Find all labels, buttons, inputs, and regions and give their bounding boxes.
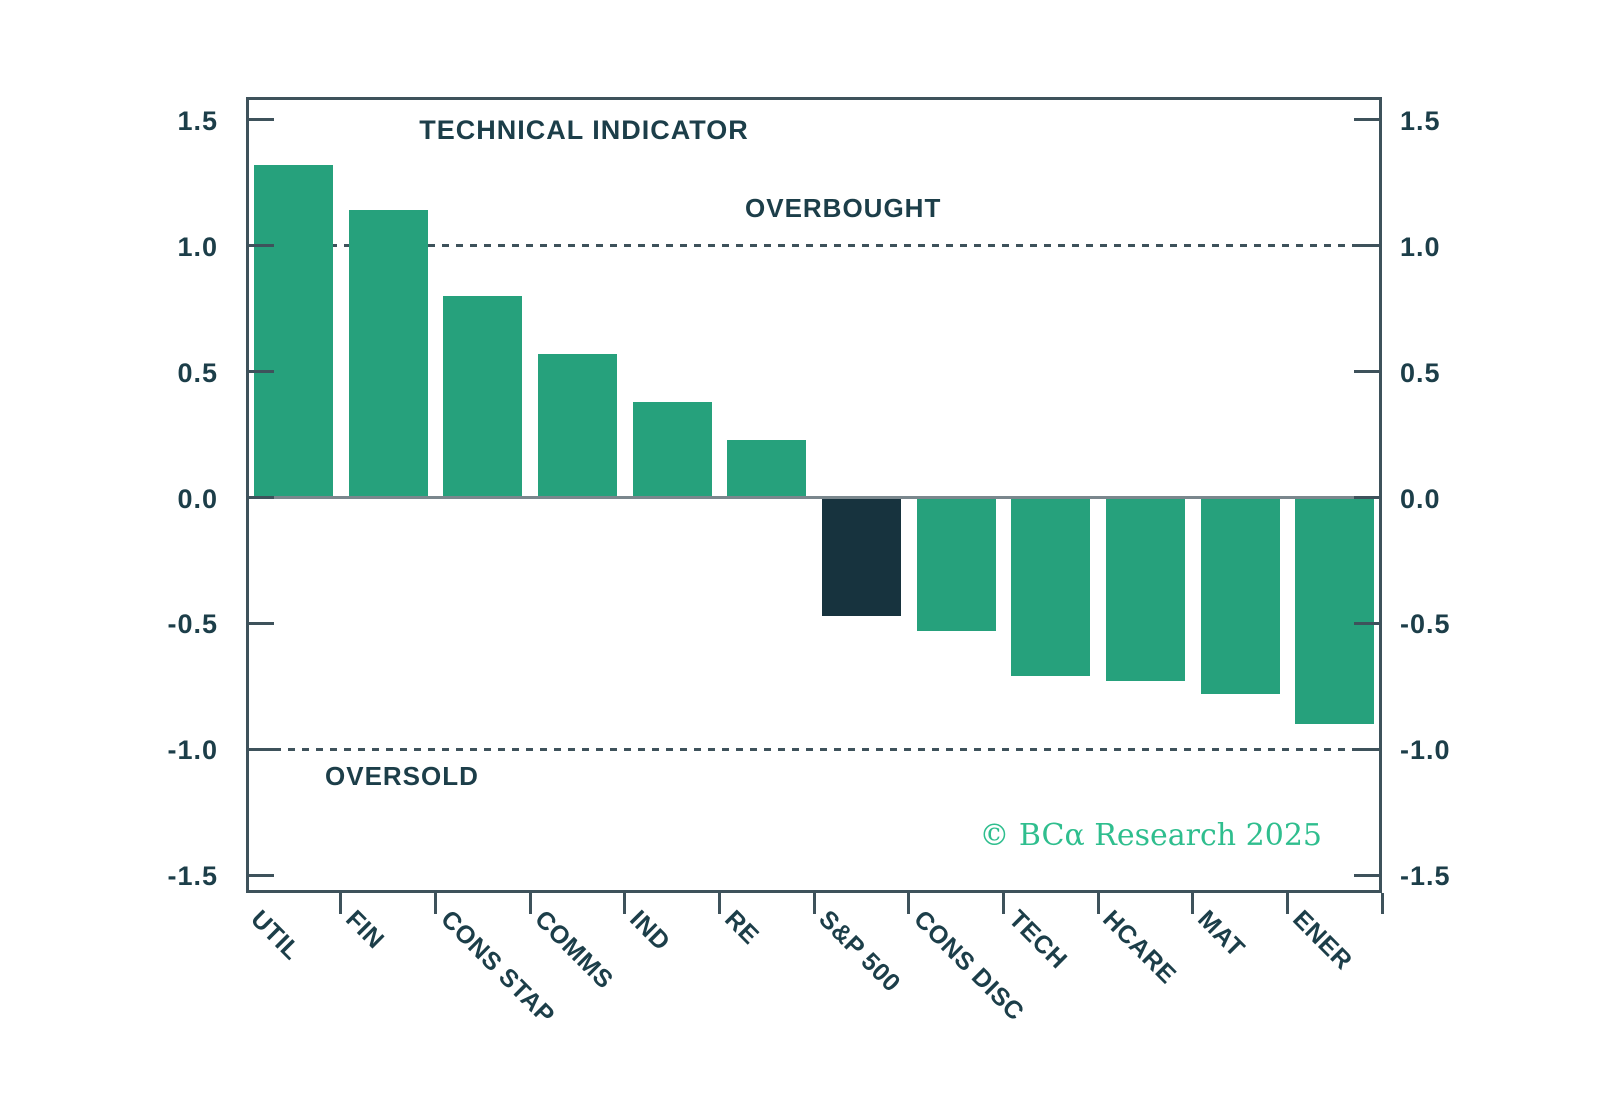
watermark-bca-research: © BCα Research 2025 [979,818,1322,853]
y-tick-label-left: -0.5 [167,609,218,640]
oversold-label: OVERSOLD [325,761,479,791]
y-tick-label-left: -1.0 [167,735,218,766]
y-tick-label-left: -1.5 [167,861,218,892]
y-tick-label-right: 0.0 [1400,483,1441,514]
x-axis-tick [623,893,627,914]
chart-title: TECHNICAL INDICATOR [419,115,749,145]
x-category-label-fin: FIN [340,905,390,955]
x-axis-tick [433,893,437,914]
y-axis-tick-right [1354,873,1379,877]
x-category-label-re: RE [718,905,764,951]
y-tick-label-left: 0.5 [177,357,218,388]
x-axis-tick [1001,893,1005,914]
y-tick-label-right: 1.5 [1400,105,1441,136]
x-axis-tick [339,893,343,914]
y-tick-label-left: 1.0 [177,231,218,262]
bar-cons-stap [443,296,523,498]
x-axis-tick [1380,893,1384,914]
bar-re [727,439,807,498]
x-category-label-ener: ENER [1286,905,1358,976]
x-category-label-comms: COMMS [529,905,619,995]
y-tick-label-left: 1.5 [177,105,218,136]
y-axis-tick-right [1354,747,1379,751]
y-tick-label-right: -0.5 [1400,609,1451,640]
x-axis-tick [528,893,532,914]
y-axis-tick-left [249,244,274,248]
x-axis-tick [717,893,721,914]
y-tick-label-right: 1.0 [1400,231,1441,262]
y-axis-tick-left [249,496,274,500]
y-tick-label-right: -1.5 [1400,861,1451,892]
x-axis-tick [1285,893,1289,914]
y-tick-label-right: -1.0 [1400,735,1451,766]
x-axis-tick [907,893,911,914]
zero-line [246,496,1382,500]
bar-cons-disc [916,497,996,632]
bar-tech [1011,497,1091,677]
y-axis-tick-left [249,370,274,374]
bar-util [253,165,333,498]
y-axis-tick-left [249,747,274,751]
x-axis-tick [1191,893,1195,914]
x-category-label-mat: MAT [1192,905,1251,963]
bar-fin [348,210,428,498]
bar-mat [1200,497,1280,694]
bar-ener [1295,497,1375,725]
bar-s-p-500 [821,497,901,616]
y-axis-tick-left [249,873,274,877]
y-axis-tick-right [1354,118,1379,122]
x-category-label-tech: TECH [1002,905,1073,975]
y-axis-tick-right [1354,370,1379,374]
y-tick-label-left: 0.0 [177,483,218,514]
bar-comms [537,353,617,498]
bar-hcare [1105,497,1185,682]
x-category-label-ind: IND [624,905,676,957]
y-axis-tick-right [1354,621,1379,625]
y-axis-tick-right [1354,496,1379,500]
y-tick-label-right: 0.5 [1400,357,1441,388]
reference-line-overbought [246,244,1382,248]
overbought-label: OVERBOUGHT [745,193,942,223]
y-axis-tick-left [249,118,274,122]
bar-ind [632,401,712,498]
x-axis-tick [812,893,816,914]
x-category-label-hcare: HCARE [1097,905,1182,990]
x-category-label-s-p-500: S&P 500 [813,905,907,998]
x-category-label-util: UTIL [245,905,307,966]
reference-line-oversold [246,747,1382,751]
x-axis-tick [1096,893,1100,914]
y-axis-tick-left [249,621,274,625]
y-axis-tick-right [1354,244,1379,248]
